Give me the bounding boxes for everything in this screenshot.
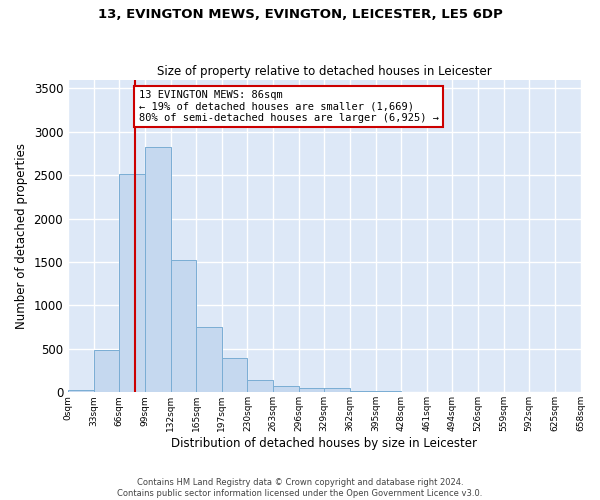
Bar bbox=[273, 386, 299, 392]
Text: 13, EVINGTON MEWS, EVINGTON, LEICESTER, LE5 6DP: 13, EVINGTON MEWS, EVINGTON, LEICESTER, … bbox=[98, 8, 502, 20]
Bar bbox=[145, 148, 170, 392]
Bar bbox=[324, 388, 350, 392]
Bar bbox=[170, 260, 196, 392]
Bar bbox=[196, 327, 222, 392]
X-axis label: Distribution of detached houses by size in Leicester: Distribution of detached houses by size … bbox=[171, 437, 477, 450]
Bar bbox=[222, 358, 247, 392]
Bar bbox=[247, 380, 273, 392]
Y-axis label: Number of detached properties: Number of detached properties bbox=[15, 143, 28, 329]
Bar bbox=[119, 174, 145, 392]
Bar bbox=[350, 390, 376, 392]
Text: 13 EVINGTON MEWS: 86sqm
← 19% of detached houses are smaller (1,669)
80% of semi: 13 EVINGTON MEWS: 86sqm ← 19% of detache… bbox=[139, 90, 439, 124]
Text: Contains HM Land Registry data © Crown copyright and database right 2024.
Contai: Contains HM Land Registry data © Crown c… bbox=[118, 478, 482, 498]
Bar bbox=[94, 350, 119, 393]
Bar bbox=[68, 390, 94, 392]
Bar bbox=[299, 388, 324, 392]
Title: Size of property relative to detached houses in Leicester: Size of property relative to detached ho… bbox=[157, 66, 491, 78]
